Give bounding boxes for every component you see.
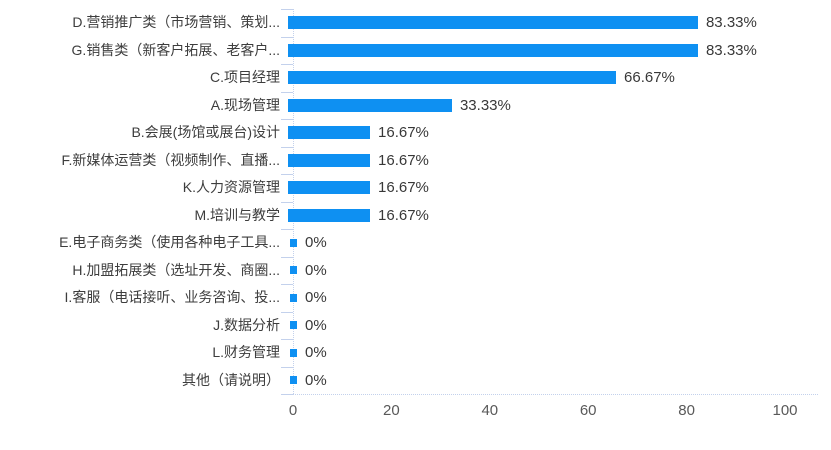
chart-row: 其他（请说明） 0% — [0, 367, 831, 395]
y-axis-tick — [281, 36, 293, 38]
bar — [290, 321, 297, 330]
chart-row: D.营销推广类（市场营销、策划... 83.33% — [0, 9, 831, 37]
chart-row: H.加盟拓展类（选址开发、商圈... 0% — [0, 257, 831, 285]
y-axis-tick — [281, 256, 293, 258]
chart-row: F.新媒体运营类（视频制作、直播... 16.67% — [0, 147, 831, 175]
chart-row: C.项目经理 66.67% — [0, 64, 831, 92]
row-plot-area: 16.67% — [287, 119, 831, 147]
value-label: 16.67% — [378, 206, 429, 224]
chart-row: L.财务管理 0% — [0, 339, 831, 367]
x-axis-tick-label: 100 — [772, 402, 798, 419]
chart-rows: D.营销推广类（市场营销、策划... 83.33% G.销售类（新客户拓展、老客… — [0, 9, 831, 394]
x-axis-tick-label: 0 — [288, 402, 298, 419]
x-axis-tick-label: 20 — [383, 402, 400, 419]
row-plot-area: 16.67% — [287, 174, 831, 202]
value-label: 0% — [305, 316, 327, 334]
category-label: I.客服（电话接听、业务咨询、投... — [64, 289, 280, 305]
category-label: 其他（请说明） — [182, 371, 280, 388]
y-axis-tick — [281, 146, 293, 148]
y-axis-tick — [281, 64, 293, 65]
y-axis-tick — [281, 339, 293, 340]
category-label: H.加盟拓展类（选址开发、商圈... — [72, 261, 280, 278]
category-label: B.会展(场馆或展台)设计 — [131, 124, 280, 140]
category-label: D.营销推广类（市场营销、策划... — [72, 14, 280, 30]
y-axis-ticks — [281, 9, 293, 395]
row-plot-area: 0% — [287, 312, 831, 340]
row-plot-area: 16.67% — [287, 202, 831, 230]
category-label: C.项目经理 — [210, 69, 280, 85]
chart-row: E.电子商务类（使用各种电子工具... 0% — [0, 229, 831, 257]
y-axis-tick — [281, 394, 293, 395]
category-label: J.数据分析 — [213, 316, 280, 333]
row-plot-area: 33.33% — [287, 92, 831, 120]
value-label: 0% — [305, 371, 327, 389]
y-axis-tick — [281, 311, 293, 313]
category-label: G.销售类（新客户拓展、老客户... — [71, 41, 280, 58]
chart-row: A.现场管理 33.33% — [0, 92, 831, 120]
y-axis-tick — [281, 119, 293, 120]
y-axis-line — [293, 9, 294, 394]
bar — [288, 98, 452, 112]
x-axis-line — [293, 394, 818, 395]
bar — [290, 376, 297, 385]
bar — [290, 238, 297, 247]
value-label: 33.33% — [459, 96, 511, 114]
value-label: 16.67% — [378, 151, 429, 169]
category-label: F.新媒体运营类（视频制作、直播... — [61, 151, 280, 168]
bar — [288, 208, 371, 222]
value-label: 0% — [305, 261, 327, 279]
value-label: 83.33% — [705, 41, 757, 59]
value-label: 0% — [305, 344, 327, 362]
row-plot-area: 66.67% — [287, 64, 831, 92]
y-axis-tick — [281, 201, 293, 203]
chart-row: B.会展(场馆或展台)设计 16.67% — [0, 119, 831, 147]
bar — [288, 71, 617, 85]
row-plot-area: 0% — [287, 339, 831, 367]
row-plot-area: 83.33% — [287, 9, 831, 37]
row-plot-area: 0% — [287, 257, 831, 285]
category-label: A.现场管理 — [210, 96, 280, 113]
bar — [290, 348, 297, 357]
bar — [288, 181, 371, 195]
value-label: 16.67% — [378, 179, 429, 197]
bar — [290, 266, 297, 275]
row-plot-area: 0% — [287, 284, 831, 312]
y-axis-tick — [281, 174, 293, 175]
category-label: M.培训与教学 — [194, 206, 280, 223]
bar — [288, 16, 698, 30]
y-axis-tick — [281, 91, 293, 93]
chart-row: I.客服（电话接听、业务咨询、投... 0% — [0, 284, 831, 312]
bar — [290, 293, 297, 302]
category-label: L.财务管理 — [212, 344, 280, 360]
chart-row: J.数据分析 0% — [0, 312, 831, 340]
chart-row: M.培训与教学 16.67% — [0, 202, 831, 230]
bar — [288, 43, 698, 57]
y-axis-tick — [281, 9, 293, 10]
x-axis-tick-label: 60 — [579, 402, 597, 419]
value-label: 66.67% — [624, 69, 675, 87]
y-axis-tick — [281, 229, 293, 230]
bar — [288, 153, 371, 167]
x-axis-tick-label: 80 — [678, 402, 695, 419]
value-label: 0% — [305, 289, 327, 307]
y-axis-tick — [281, 366, 293, 368]
category-label: K.人力资源管理 — [182, 179, 280, 195]
value-label: 16.67% — [378, 124, 429, 142]
chart-row: G.销售类（新客户拓展、老客户... 83.33% — [0, 37, 831, 65]
category-label: E.电子商务类（使用各种电子工具... — [59, 234, 280, 250]
row-plot-area: 83.33% — [287, 37, 831, 65]
x-axis-tick-label: 40 — [481, 402, 499, 419]
x-axis: 0 20 40 60 80 100 — [289, 402, 798, 422]
bar — [288, 126, 371, 140]
value-label: 83.33% — [705, 14, 757, 32]
value-label: 0% — [305, 234, 327, 252]
row-plot-area: 0% — [287, 229, 831, 257]
y-axis-tick — [281, 284, 293, 285]
row-plot-area: 16.67% — [287, 147, 831, 175]
chart-row: K.人力资源管理 16.67% — [0, 174, 831, 202]
row-plot-area: 0% — [287, 367, 831, 395]
